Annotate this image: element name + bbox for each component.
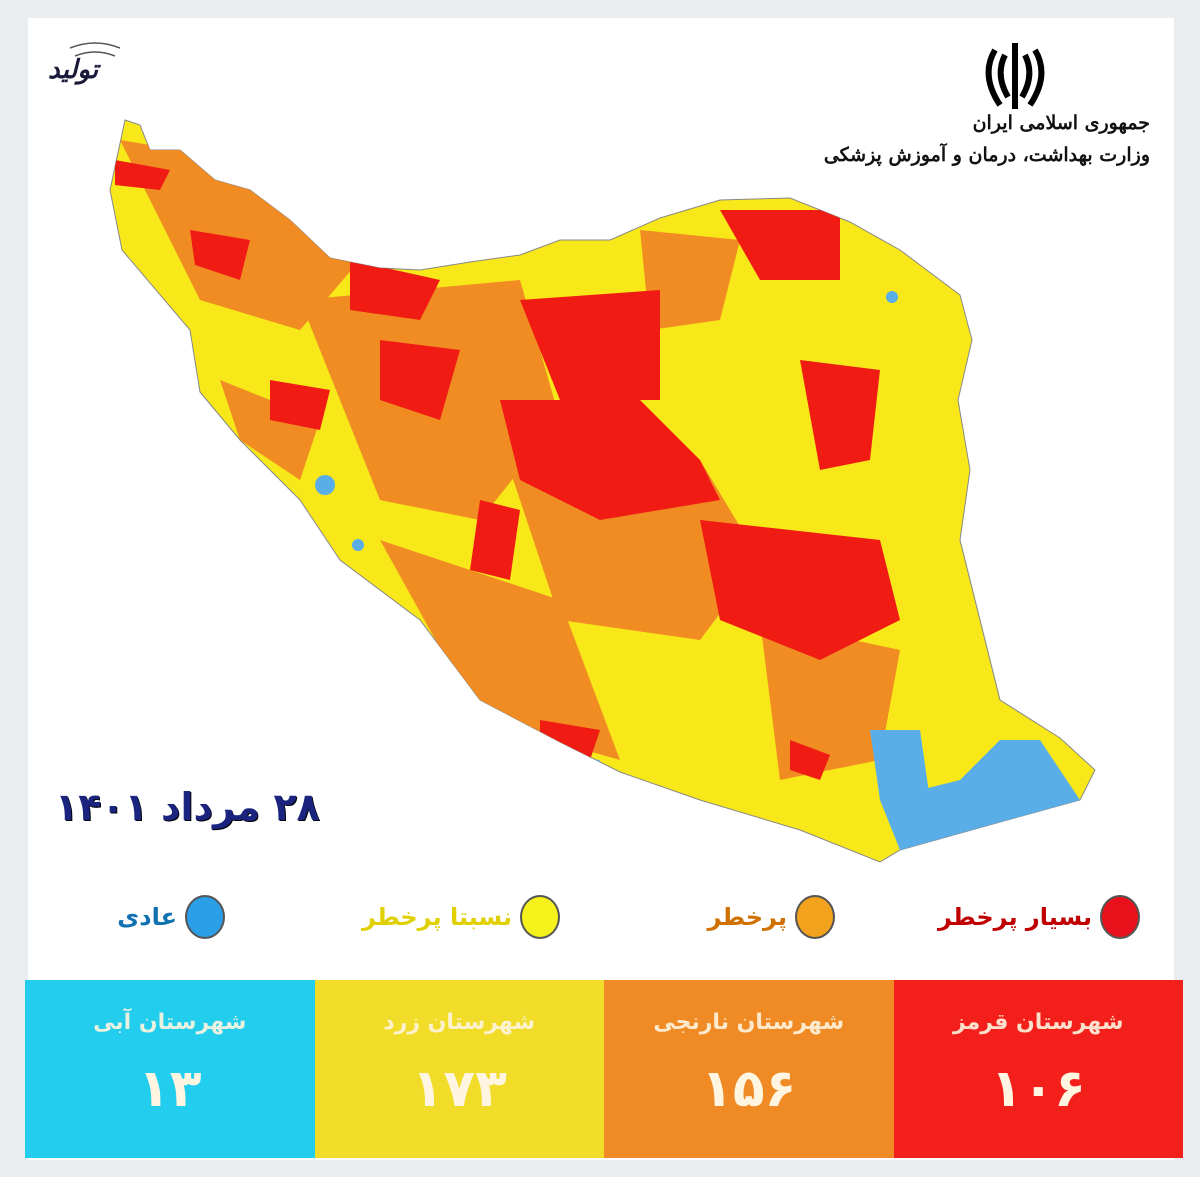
stat-orange: شهرستان نارنجی ۱۵۶ [604,980,894,1158]
stats-boxes: شهرستان قرمز ۱۰۶ شهرستان نارنجی ۱۵۶ شهرس… [25,980,1183,1158]
stat-yellow: شهرستان زرد ۱۷۳ [314,980,604,1158]
stat-label: شهرستان زرد [383,1010,536,1035]
ministry-line1: جمهوری اسلامی ایران [972,112,1150,134]
stat-count: ۱۳ [138,1059,202,1119]
legend-item-relatively-high-risk: نسبتا پرخطر [362,895,560,939]
ministry-title: جمهوری اسلامی ایران وزارت بهداشت، درمان … [824,112,1150,166]
stat-label: شهرستان آبی [93,1010,247,1035]
legend-item-very-high-risk: بسیار پرخطر [938,895,1140,939]
legend-label: عادی [117,903,177,931]
yellow-dot-icon [520,895,560,939]
stat-blue: شهرستان آبی ۱۳ [25,980,315,1158]
iran-emblem-icon [985,43,1045,109]
stat-count: ۱۵۶ [701,1059,797,1119]
legend-item-high-risk: پرخطر [707,895,835,939]
stat-red: شهرستان قرمز ۱۰۶ [893,980,1183,1158]
stat-label: شهرستان نارنجی [653,1010,845,1035]
brand-logo [69,42,121,57]
date-label: ۲۸ مرداد ۱۴۰۱ [55,785,320,829]
legend-item-normal: عادی [117,895,225,939]
legend-label: نسبتا پرخطر [362,903,512,931]
legend-label: پرخطر [707,903,787,931]
iran-risk-map [109,119,1096,863]
brand-logo-text: تولید [48,55,99,85]
blue-dot-icon [185,895,225,939]
stat-label: شهرستان قرمز [952,1010,1124,1035]
stat-count: ۱۷۳ [411,1059,507,1119]
ministry-line2: وزارت بهداشت، درمان و آموزش پزشکی [823,144,1150,166]
red-regions [115,160,900,780]
red-dot-icon [1100,895,1140,939]
orange-dot-icon [795,895,835,939]
stat-count: ۱۰۶ [990,1059,1086,1119]
legend-label: بسیار پرخطر [938,903,1092,931]
